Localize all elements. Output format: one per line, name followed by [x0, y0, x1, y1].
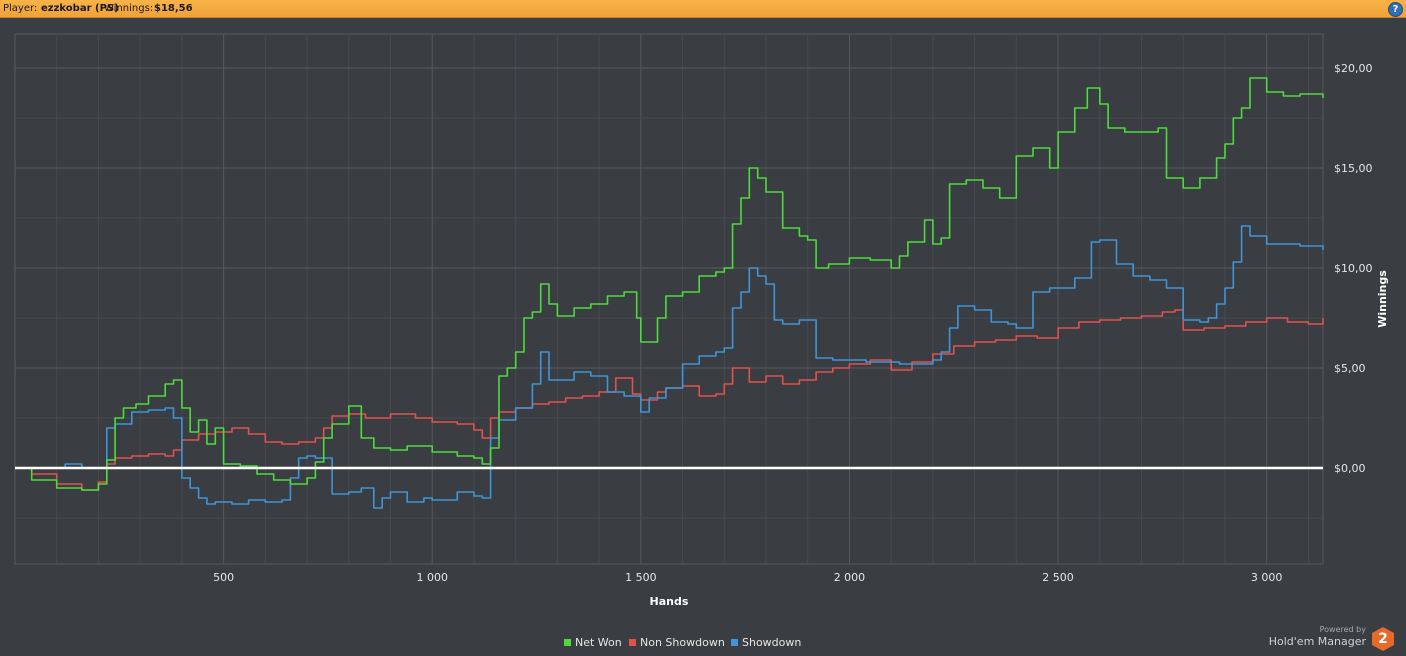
series-layer [15, 77, 1324, 509]
legend-label-non-showdown: Non Showdown [640, 636, 725, 649]
brand-block: Powered by Hold'em Manager 2 [1234, 625, 1394, 653]
legend-item-showdown[interactable]: Showdown [731, 636, 801, 649]
player-label: Player: [3, 3, 38, 14]
series-line-non-showdown [15, 309, 1324, 491]
x-axis-label: Hands [650, 595, 689, 608]
hm2-logo-icon: 2 [1372, 627, 1394, 651]
legend-swatch-showdown [731, 639, 738, 646]
chart-legend: Net Won Non Showdown Showdown [0, 636, 1406, 650]
x-tick-label: 500 [213, 571, 234, 584]
brand-name: Hold'em Manager [1268, 635, 1366, 648]
y-tick-label: $15,00 [1334, 162, 1373, 175]
header-bar: Player: ezzkobar (PS) Winnings: $18,56 ? [0, 0, 1406, 18]
legend-swatch-non-showdown [629, 639, 636, 646]
winnings-value: $18,56 [154, 3, 193, 14]
y-axis-label: Winnings [1376, 270, 1389, 328]
winnings-label: Winnings: [104, 3, 154, 14]
y-tick-label: $10,00 [1334, 262, 1373, 275]
x-tick-label: 1 000 [416, 571, 448, 584]
y-tick-label: $20,00 [1334, 62, 1373, 75]
legend-label-showdown: Showdown [742, 636, 802, 649]
x-tick-label: 2 000 [834, 571, 866, 584]
plot-frame [14, 33, 1324, 565]
legend-item-net-won[interactable]: Net Won [564, 636, 622, 649]
series-line-showdown [15, 225, 1324, 509]
powered-by-text: Powered by [1319, 625, 1366, 634]
legend-label-net-won: Net Won [575, 636, 622, 649]
legend-swatch-net-won [564, 639, 571, 646]
chart-grid [14, 33, 1324, 565]
y-tick-label: $5,00 [1334, 362, 1366, 375]
series-line-net-won [15, 77, 1324, 491]
x-axis-ticks: 500 1 000 1 500 2 000 2 500 3 000 [213, 571, 1282, 584]
y-axis-ticks: $0,00 $5,00 $10,00 $15,00 $20,00 [1334, 62, 1373, 475]
help-icon[interactable]: ? [1388, 2, 1403, 17]
x-tick-label: 1 500 [625, 571, 657, 584]
player-name: ezzkobar (PS) [41, 3, 119, 14]
legend-item-non-showdown[interactable]: Non Showdown [629, 636, 725, 649]
y-tick-label: $0,00 [1334, 462, 1366, 475]
x-tick-label: 3 000 [1251, 571, 1283, 584]
x-tick-label: 2 500 [1042, 571, 1074, 584]
